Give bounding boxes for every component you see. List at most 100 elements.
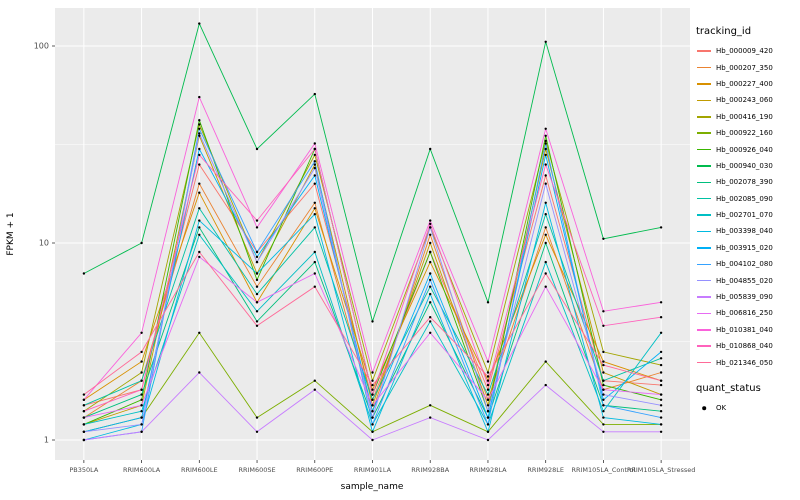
x-tick-label: RRIM901LA <box>354 466 392 474</box>
data-point <box>486 375 490 378</box>
legend-label: Hb_003398_040 <box>716 227 773 236</box>
data-point <box>198 191 201 194</box>
data-point <box>659 383 663 387</box>
line-swatch-icon <box>697 132 711 134</box>
legend-key-line <box>696 158 712 173</box>
legend-key-line <box>696 290 712 305</box>
data-point <box>544 153 547 157</box>
data-point <box>602 398 605 401</box>
data-point <box>198 95 201 99</box>
data-point <box>602 410 605 413</box>
legend-key-point <box>696 401 712 415</box>
line-swatch-icon <box>697 296 711 298</box>
data-point <box>140 371 143 374</box>
data-point <box>659 393 663 396</box>
plot-generated: PB350LA RRIM600LA RRIM600LE RRIM600SE RRIM60… <box>34 8 695 474</box>
legend-item: Hb_000940_030 <box>696 158 800 174</box>
data-point <box>255 301 259 304</box>
legend-key-line <box>696 355 712 370</box>
data-point <box>544 383 547 387</box>
legend-key-line <box>696 76 712 91</box>
data-point <box>429 250 432 254</box>
data-point <box>659 398 663 401</box>
legend-label: Hb_002078_390 <box>716 178 773 187</box>
legend-key-line <box>696 109 712 124</box>
data-point <box>255 285 259 288</box>
data-point <box>140 350 143 354</box>
data-point <box>371 416 374 419</box>
data-point <box>140 241 143 245</box>
data-point <box>602 423 605 426</box>
legend-item: Hb_000207_350 <box>696 59 800 75</box>
data-point <box>198 226 201 229</box>
line-swatch-icon <box>697 247 711 249</box>
legend-key-line <box>696 44 712 59</box>
data-point <box>544 241 547 245</box>
data-point <box>255 320 259 323</box>
data-point <box>486 379 490 382</box>
legend-key-line <box>696 126 712 141</box>
x-tick-label: RRIM928LE <box>527 466 564 474</box>
data-point <box>371 423 374 426</box>
x-tick-label: RRIM928BA <box>411 466 449 474</box>
data-point <box>82 398 86 401</box>
x-tick-label: RRIM105LA_Control <box>571 466 635 474</box>
data-point <box>198 331 201 334</box>
legend-item: Hb_010868_040 <box>696 338 800 354</box>
data-point <box>371 388 374 391</box>
data-point <box>82 416 86 419</box>
y-tick-label: 100 <box>34 42 49 51</box>
legend-item: Hb_021346_050 <box>696 354 800 370</box>
data-point <box>371 410 374 413</box>
data-point <box>371 398 374 401</box>
data-point <box>313 260 316 264</box>
data-point <box>602 393 605 396</box>
data-point <box>544 40 547 43</box>
data-point <box>544 233 547 236</box>
line-swatch-icon <box>697 279 711 282</box>
data-point <box>486 388 490 391</box>
data-point <box>82 430 86 433</box>
data-point <box>255 219 259 222</box>
legend: tracking_id Hb_000009_420 Hb_000207_350 Hb… <box>696 26 800 416</box>
data-point <box>255 292 259 296</box>
data-point <box>371 430 374 433</box>
legend-item: Hb_004102_080 <box>696 256 800 272</box>
data-point <box>313 142 316 145</box>
data-point <box>429 219 432 222</box>
data-point <box>544 147 547 151</box>
data-point <box>544 163 547 166</box>
legend-label: Hb_004855_020 <box>716 276 773 285</box>
data-point <box>313 285 316 288</box>
data-point <box>486 404 490 407</box>
data-point <box>429 272 432 275</box>
legend-label: Hb_010868_040 <box>716 342 773 351</box>
data-point <box>255 147 259 151</box>
data-point <box>486 398 490 401</box>
data-point <box>544 226 547 229</box>
x-tick-label: RRIM600PE <box>296 466 333 474</box>
data-point <box>140 331 143 334</box>
data-point <box>198 147 201 151</box>
data-point <box>371 371 374 374</box>
data-point <box>602 324 605 327</box>
data-point <box>313 207 316 210</box>
data-point <box>486 410 490 413</box>
data-point <box>659 357 663 360</box>
data-point <box>602 363 605 367</box>
legend-label: Hb_000922_160 <box>716 129 773 138</box>
data-point <box>313 92 316 96</box>
data-point <box>140 398 143 401</box>
data-point <box>255 272 259 275</box>
legend-label: Hb_000416_190 <box>716 112 773 121</box>
data-point <box>429 416 432 419</box>
legend-label: Hb_000926_040 <box>716 145 773 154</box>
legend-item: Hb_000926_040 <box>696 141 800 157</box>
legend-key-line <box>696 93 712 108</box>
data-point <box>429 233 432 236</box>
data-point <box>602 360 605 363</box>
line-swatch-icon <box>697 197 711 200</box>
data-point <box>429 147 432 151</box>
data-point <box>429 320 432 323</box>
legend-item: Hb_004855_020 <box>696 272 800 288</box>
